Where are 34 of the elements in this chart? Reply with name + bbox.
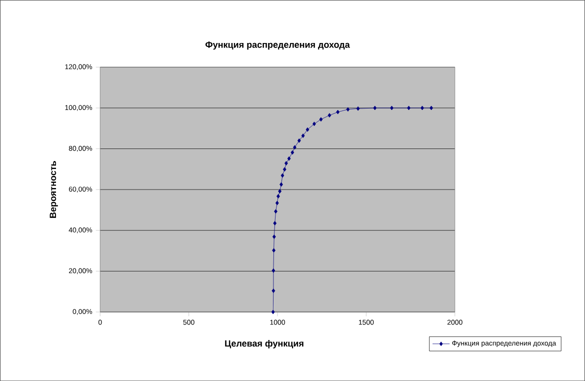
point bbox=[273, 220, 277, 226]
point bbox=[420, 106, 424, 110]
point bbox=[306, 127, 310, 132]
point bbox=[390, 106, 394, 110]
point bbox=[274, 209, 278, 214]
point bbox=[430, 106, 433, 110]
x-axis-title: Целевая функция bbox=[225, 340, 304, 348]
point bbox=[319, 117, 323, 122]
y-axis-title: Вероятность bbox=[50, 161, 58, 218]
point bbox=[373, 106, 377, 110]
point bbox=[336, 110, 340, 114]
point bbox=[312, 122, 316, 126]
point bbox=[284, 160, 288, 166]
point bbox=[275, 200, 279, 206]
point bbox=[276, 194, 280, 198]
point bbox=[282, 167, 286, 172]
point bbox=[290, 150, 294, 155]
point bbox=[272, 288, 276, 293]
point bbox=[280, 182, 283, 187]
point bbox=[297, 138, 301, 143]
point bbox=[272, 268, 276, 273]
point bbox=[328, 113, 332, 118]
point bbox=[272, 234, 276, 239]
point bbox=[272, 248, 276, 253]
point bbox=[346, 107, 350, 112]
point bbox=[280, 173, 284, 178]
point bbox=[287, 156, 291, 161]
point bbox=[356, 106, 360, 111]
point bbox=[293, 145, 296, 150]
point bbox=[407, 106, 410, 110]
point bbox=[301, 133, 305, 138]
point bbox=[278, 188, 282, 194]
point bbox=[271, 310, 275, 314]
chart-title: Функция распределения дохода bbox=[205, 41, 350, 50]
